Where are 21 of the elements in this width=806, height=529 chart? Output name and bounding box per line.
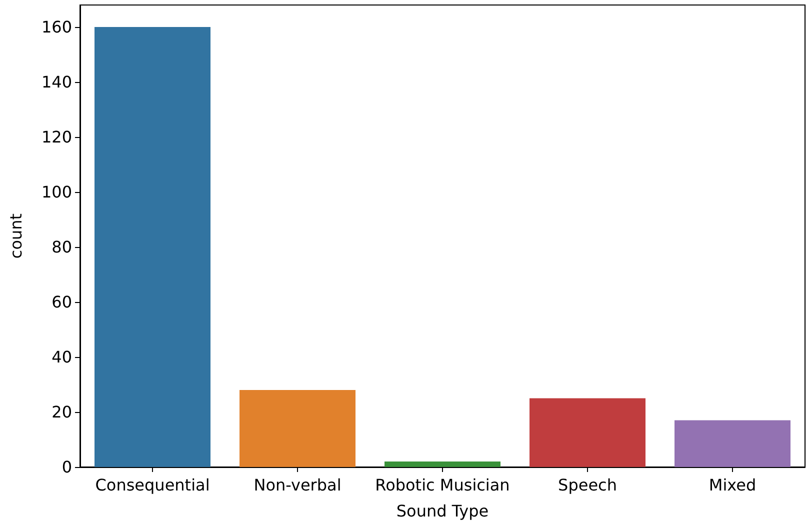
bar <box>674 420 790 467</box>
y-tick-label: 80 <box>52 238 72 256</box>
y-axis-title: count <box>6 213 26 259</box>
x-tick-label: Non-verbal <box>254 476 342 494</box>
y-tick-label: 40 <box>52 348 72 366</box>
x-tick-label: Speech <box>558 476 617 494</box>
y-tick-label: 100 <box>41 182 72 202</box>
y-tick-label: 160 <box>41 18 72 36</box>
y-tick-label: 20 <box>52 402 72 422</box>
y-tick-label: 140 <box>41 72 72 92</box>
bar <box>94 27 210 467</box>
y-tick-label: 60 <box>52 292 72 312</box>
x-tick-label: Robotic Musician <box>375 476 510 494</box>
bar <box>384 462 500 467</box>
bar <box>530 398 646 467</box>
x-tick-label: Mixed <box>708 476 756 494</box>
x-axis-title: Sound Type <box>396 502 489 520</box>
y-tick-label: 0 <box>62 458 72 476</box>
x-tick-label: Consequential <box>95 476 210 494</box>
bar <box>240 390 356 467</box>
y-tick-label: 120 <box>41 128 72 146</box>
